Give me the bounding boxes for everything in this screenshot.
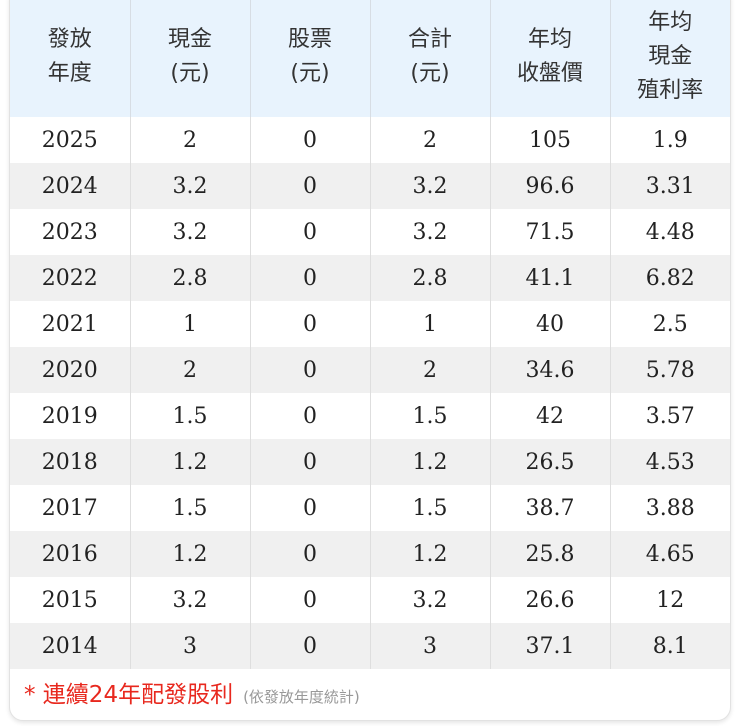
cell-year: 2018 (10, 439, 130, 485)
header-cash: 現金 (元) (129, 0, 250, 117)
cell-avg-yield: 4.65 (609, 531, 730, 577)
statistics-basis-note: (依發放年度統計) (243, 688, 360, 706)
cell-year: 2022 (10, 255, 130, 301)
cell-total: 2 (369, 117, 490, 163)
cell-avg-yield: 1.9 (609, 117, 730, 163)
table-row: 2021 1 0 1 40 2.5 (10, 301, 730, 347)
cell-avg-price: 26.5 (489, 439, 610, 485)
cell-stock: 0 (249, 485, 370, 531)
cell-total: 3.2 (369, 163, 490, 209)
cell-year: 2014 (10, 623, 130, 669)
cell-cash: 1.5 (129, 485, 250, 531)
table-row: 2024 3.2 0 3.2 96.6 3.31 (10, 163, 730, 209)
cell-avg-price: 41.1 (489, 255, 610, 301)
cell-avg-yield: 3.57 (609, 393, 730, 439)
cell-stock: 0 (249, 255, 370, 301)
cell-cash: 3.2 (129, 577, 250, 623)
cell-total: 3.2 (369, 577, 490, 623)
cell-year: 2023 (41, 219, 98, 245)
cell-avg-yield: 3.31 (609, 163, 730, 209)
header-avg-yield: 年均 現金 殖利率 (609, 0, 730, 117)
cell-year: 2020 (10, 347, 130, 393)
cell-cash: 1.5 (129, 393, 250, 439)
cell-year: 2017 (41, 495, 98, 521)
cell-avg-yield: 4.53 (609, 439, 730, 485)
cell-stock: 0 (249, 439, 370, 485)
header-stock: 股票 (元) (249, 0, 370, 117)
cell-avg-price: 40 (489, 301, 610, 347)
header-avg-price: 年均 收盤價 (489, 0, 610, 117)
cell-cash: 1 (129, 301, 250, 347)
cell-stock: 0 (249, 347, 370, 393)
cell-avg-yield: 2.5 (609, 301, 730, 347)
cell-total: 3 (369, 623, 490, 669)
cell-stock: 0 (249, 301, 370, 347)
cell-cash: 3 (129, 623, 250, 669)
cell-stock: 0 (249, 393, 370, 439)
cell-avg-yield: 4.48 (609, 209, 730, 255)
cell-stock: 0 (249, 577, 370, 623)
cell-year: 2025 (41, 127, 98, 153)
cell-avg-price: 25.8 (489, 531, 610, 577)
cell-cash: 2 (129, 117, 250, 163)
cell-avg-price: 34.6 (489, 347, 610, 393)
cell-year: 2024 (10, 163, 130, 209)
table-row: 2023 3.2 0 3.2 71.5 4.48 (10, 209, 730, 255)
header-row: 發放 年度 現金 (元) 股票 (元) 合計 (元) 年均 收盤價 年均 現金 殖利率 (10, 0, 730, 117)
cell-total: 1.5 (369, 393, 490, 439)
cell-avg-price: 71.5 (489, 209, 610, 255)
cell-avg-yield: 12 (609, 577, 730, 623)
cell-total: 2.8 (369, 255, 490, 301)
cell-avg-price: 26.6 (489, 577, 610, 623)
cell-total: 2 (369, 347, 490, 393)
cell-stock: 0 (249, 623, 370, 669)
table-row: 2018 1.2 0 1.2 26.5 4.53 (10, 439, 730, 485)
cell-cash: 2 (129, 347, 250, 393)
cell-total: 1.2 (369, 531, 490, 577)
table-row: 2022 2.8 0 2.8 41.1 6.82 (10, 255, 730, 301)
cell-year: 2019 (41, 403, 98, 429)
cell-cash: 2.8 (129, 255, 250, 301)
cell-year: 2021 (41, 311, 98, 337)
table-row: 2020 2 0 2 34.6 5.78 (10, 347, 730, 393)
cell-cash: 1.2 (129, 531, 250, 577)
cell-avg-price: 38.7 (489, 485, 610, 531)
table-row: 2016 1.2 0 1.2 25.8 4.65 (10, 531, 730, 577)
cell-cash: 1.2 (129, 439, 250, 485)
cell-stock: 0 (249, 531, 370, 577)
cell-avg-yield: 6.82 (609, 255, 730, 301)
cell-cash: 3.2 (129, 163, 250, 209)
cell-avg-price: 37.1 (489, 623, 610, 669)
table-row: 2015 3.2 0 3.2 26.6 12 (10, 577, 730, 623)
header-total: 合計 (元) (369, 0, 490, 117)
cell-stock: 0 (249, 117, 370, 163)
cell-cash: 3.2 (129, 209, 250, 255)
cell-total: 1 (369, 301, 490, 347)
consecutive-dividend-note: * 連續24年配發股利 (24, 682, 234, 708)
cell-avg-price: 42 (489, 393, 610, 439)
table-row: 2019 1.5 0 1.5 42 3.57 (10, 393, 730, 439)
cell-total: 3.2 (369, 209, 490, 255)
cell-avg-price: 96.6 (489, 163, 610, 209)
cell-avg-yield: 5.78 (609, 347, 730, 393)
table-row: 2017 1.5 0 1.5 38.7 3.88 (10, 485, 730, 531)
dividend-table: 發放 年度 現金 (元) 股票 (元) 合計 (元) 年均 收盤價 年均 現金 殖利率 202… (10, 0, 730, 669)
cell-total: 1.5 (369, 485, 490, 531)
cell-stock: 0 (249, 209, 370, 255)
cell-total: 1.2 (369, 439, 490, 485)
footer-note: * 連續24年配發股利 (依發放年度統計) (24, 675, 360, 713)
cell-avg-yield: 8.1 (609, 623, 730, 669)
table-row: 2025 2 0 2 105 1.9 (10, 117, 730, 163)
cell-year: 2016 (10, 531, 130, 577)
cell-avg-yield: 3.88 (609, 485, 730, 531)
dividend-history-card: 發放 年度 現金 (元) 股票 (元) 合計 (元) 年均 收盤價 年均 現金 殖利率 202… (9, 0, 731, 721)
cell-avg-price: 105 (489, 117, 610, 163)
cell-stock: 0 (249, 163, 370, 209)
cell-year: 2015 (41, 587, 98, 613)
table-row: 2014 3 0 3 37.1 8.1 (10, 623, 730, 669)
header-year: 發放 年度 (10, 0, 130, 117)
